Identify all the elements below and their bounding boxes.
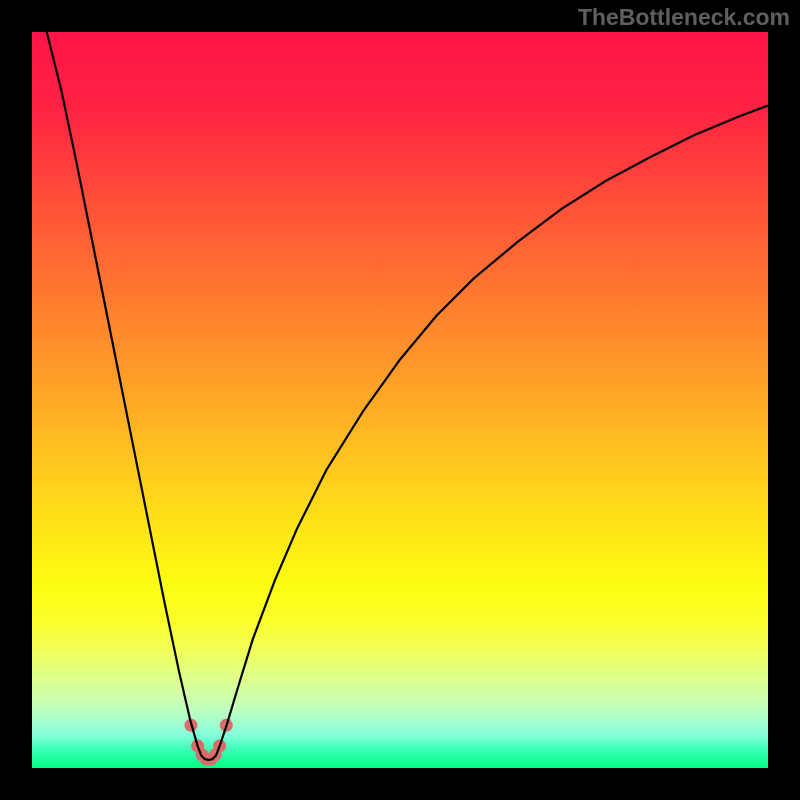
gradient-background — [32, 32, 768, 768]
chart-root: TheBottleneck.com — [0, 0, 800, 800]
watermark-text: TheBottleneck.com — [578, 4, 790, 31]
bottleneck-plot — [32, 32, 768, 768]
